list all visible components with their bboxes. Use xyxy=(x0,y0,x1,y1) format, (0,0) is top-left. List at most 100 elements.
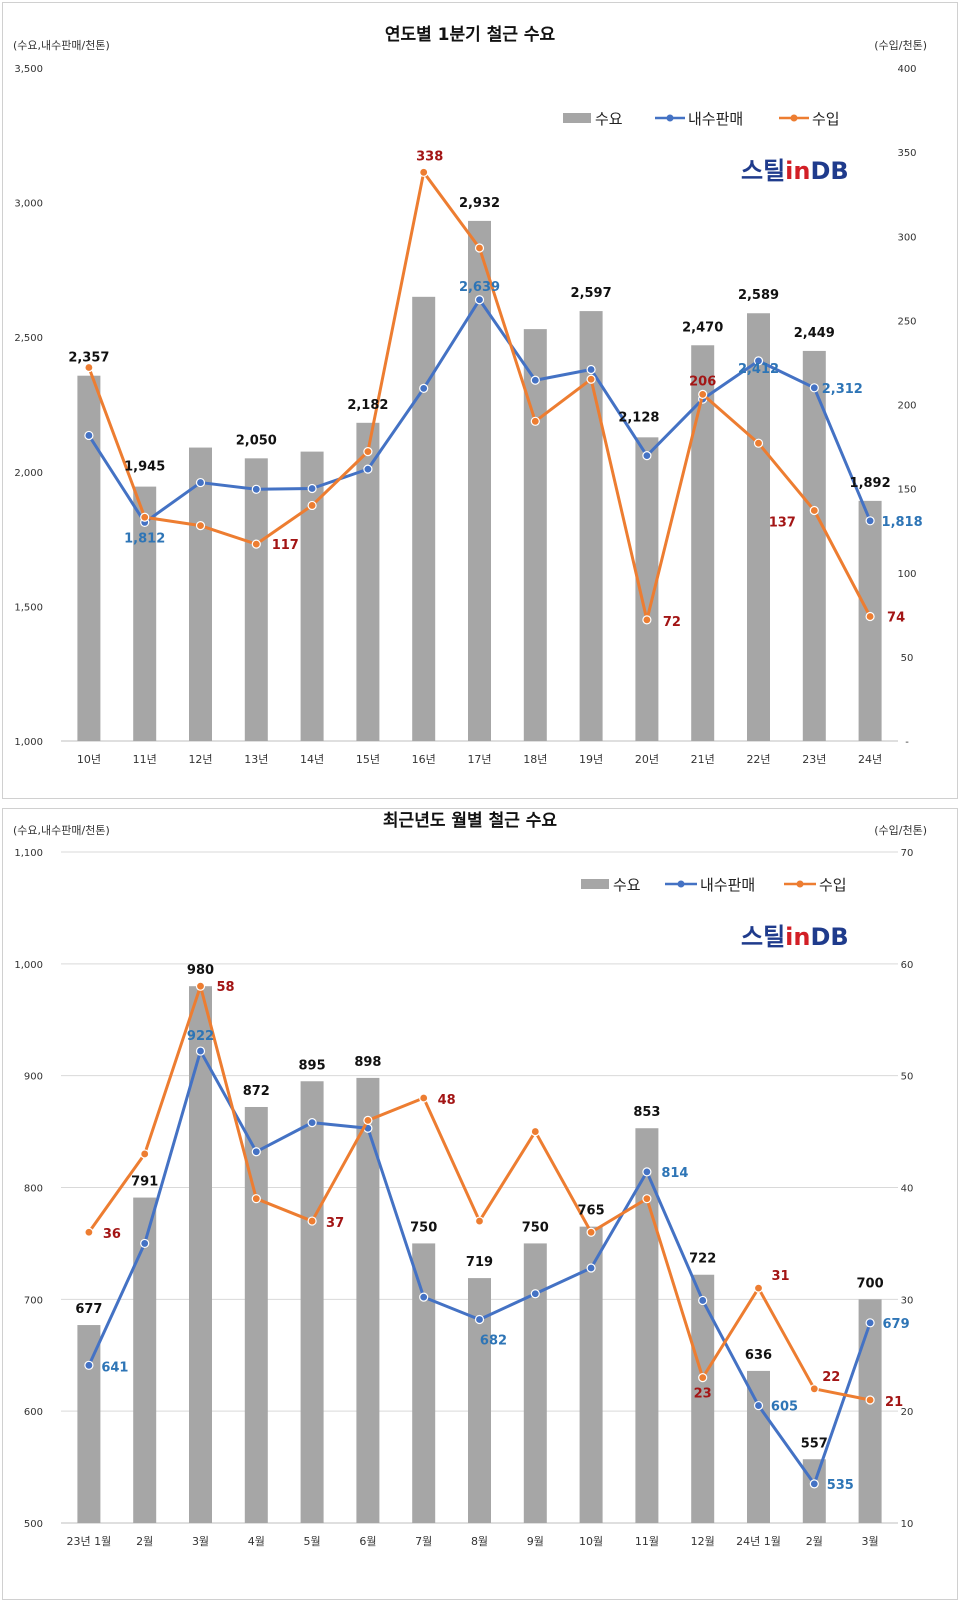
point-import xyxy=(140,1149,150,1159)
y-left-tick-label: 3,000 xyxy=(14,199,43,210)
data-label-import: 74 xyxy=(887,610,905,625)
y-left-tick-label: 900 xyxy=(24,1072,43,1083)
point-domestic xyxy=(698,1295,708,1306)
point-domestic xyxy=(307,1118,317,1128)
point-import xyxy=(642,615,652,625)
point-domestic xyxy=(865,516,875,526)
x-tick-label: 20년 xyxy=(635,753,659,766)
bar-demand xyxy=(189,986,212,1523)
x-tick-label: 7월 xyxy=(415,1535,432,1548)
x-tick-label: 15년 xyxy=(356,753,380,766)
point-domestic xyxy=(474,1314,485,1325)
point-domestic xyxy=(251,1147,261,1157)
legend-label-demand: 수요 xyxy=(595,110,623,128)
yearly-q1-rebar-demand-chart: 연도별 1분기 철근 수요 (수요,내수판매/천톤) (수입/천톤) 수요 내수… xyxy=(13,25,927,766)
bar-demand xyxy=(747,313,770,741)
x-tick-label: 6월 xyxy=(359,1535,376,1548)
data-label-demand: 2,050 xyxy=(236,433,277,448)
point-import xyxy=(698,389,708,400)
data-label-demand: 2,128 xyxy=(618,410,659,425)
point-import xyxy=(419,167,429,177)
y-right-tick-label: 200 xyxy=(897,401,916,412)
bar-demand xyxy=(412,1243,436,1523)
y-left-tick-label: 2,000 xyxy=(14,468,43,479)
y-right-tick-label: 20 xyxy=(901,1407,914,1418)
data-label-import: 206 xyxy=(689,374,716,389)
data-label-import: 31 xyxy=(771,1269,789,1284)
point-import xyxy=(307,1216,317,1226)
y-left-tick-label: 2,500 xyxy=(14,333,43,344)
data-label-demand: 636 xyxy=(745,1348,772,1363)
data-label-import: 117 xyxy=(272,538,299,553)
bar-demand xyxy=(802,1459,826,1523)
data-label-demand: 2,589 xyxy=(738,288,779,303)
point-import xyxy=(809,505,819,516)
legend-swatch-demand xyxy=(563,113,591,123)
point-domestic xyxy=(753,1400,764,1411)
data-label-domestic: 814 xyxy=(661,1166,688,1181)
chart-panel-yearly-q1: 연도별 1분기 철근 수요 (수요,내수판매/천톤) (수입/천톤) 수요 내수… xyxy=(2,2,958,799)
point-import xyxy=(698,1373,708,1383)
chart-title: 연도별 1분기 철근 수요 xyxy=(385,25,556,45)
x-tick-label: 3월 xyxy=(192,1535,209,1548)
plot-area: 500 600 700 800 900 1,000 1,100 10 20 30 40 50 60 70 2… xyxy=(14,848,913,1548)
data-label-demand: 898 xyxy=(354,1055,381,1070)
point-domestic xyxy=(865,1318,875,1328)
data-label-demand: 677 xyxy=(75,1302,102,1317)
y-left-tick-label: 1,000 xyxy=(14,737,43,748)
point-domestic xyxy=(307,483,317,494)
point-domestic xyxy=(642,451,652,461)
data-label-demand: 980 xyxy=(187,963,214,978)
point-import xyxy=(753,1283,764,1293)
data-label-import: 22 xyxy=(822,1370,840,1385)
point-import xyxy=(530,416,540,426)
y-right-tick-label: 50 xyxy=(901,1072,914,1083)
y-right-tick-label: 60 xyxy=(901,960,914,971)
data-label-demand: 750 xyxy=(410,1220,437,1235)
data-label-demand: 765 xyxy=(578,1204,605,1219)
y-right-tick-label: 10 xyxy=(901,1519,914,1530)
chart-title: 최근년도 월별 철근 수요 xyxy=(383,811,558,831)
y-right-tick-label: 150 xyxy=(897,485,916,496)
point-import xyxy=(363,1115,373,1125)
point-import xyxy=(753,438,764,448)
point-import xyxy=(251,1194,261,1204)
y-right-tick-label: 300 xyxy=(897,232,916,243)
bar-demand xyxy=(523,1243,547,1523)
x-tick-label: 22년 xyxy=(746,753,770,766)
x-tick-label: 14년 xyxy=(300,753,324,766)
y-left-tick-label: 1,000 xyxy=(14,960,43,971)
x-tick-label: 10월 xyxy=(579,1535,603,1548)
data-label-domestic: 641 xyxy=(101,1360,128,1375)
y-right-tick-label: - xyxy=(905,737,909,748)
data-label-domestic: 682 xyxy=(480,1333,507,1348)
bar-demand xyxy=(468,1278,491,1523)
x-tick-label: 10년 xyxy=(77,753,101,766)
point-domestic xyxy=(809,383,819,393)
x-tick-label: 23년 xyxy=(802,753,826,766)
data-label-domestic: 679 xyxy=(883,1317,910,1332)
point-domestic xyxy=(586,1263,596,1273)
x-tick-label: 21년 xyxy=(691,753,715,766)
point-domestic xyxy=(642,1167,652,1177)
point-import xyxy=(307,500,317,511)
legend-swatch-demand xyxy=(581,879,609,889)
y-right-tick-label: 100 xyxy=(897,569,916,580)
data-label-import: 36 xyxy=(103,1227,121,1242)
bar-demand xyxy=(858,1299,882,1523)
bar-demand xyxy=(523,329,547,741)
y-left-tick-label: 700 xyxy=(24,1295,43,1306)
point-import xyxy=(474,243,485,253)
bar-demand xyxy=(579,1226,603,1523)
data-label-demand: 2,182 xyxy=(347,398,388,413)
bar-demand xyxy=(244,1106,268,1523)
x-tick-label: 24년 xyxy=(858,753,882,766)
legend: 수요 내수판매 수입 xyxy=(563,110,840,128)
legend-marker-domestic xyxy=(677,880,685,888)
point-import xyxy=(251,539,261,549)
bar-demand xyxy=(356,422,380,741)
x-tick-label: 2월 xyxy=(136,1535,153,1548)
y-right-tick-label: 250 xyxy=(897,316,916,327)
bar-demand xyxy=(579,311,603,741)
x-tick-label: 13년 xyxy=(244,753,268,766)
